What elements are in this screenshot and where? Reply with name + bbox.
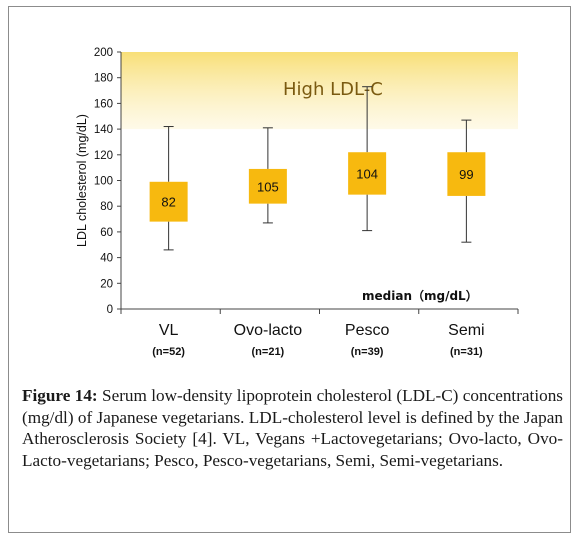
- iqr-box: [447, 152, 486, 196]
- sample-size-label: (n=39): [351, 346, 384, 358]
- category-label: Pesco: [345, 322, 390, 339]
- ldl-box-chart: High LDL-C 0 20 40 60 80 100 120 140 160 180 200 8…: [75, 47, 519, 358]
- median-value-label: 82: [161, 195, 175, 210]
- y-tick-label: 80: [100, 201, 113, 213]
- boxes: 82 VL (n=52) 105 Ovo-lacto (n=21) 104 Pesco (n=3…: [149, 86, 486, 358]
- figure-caption: Figure 14: Serum low-density lipoprotein…: [22, 385, 563, 471]
- category-label: Ovo-lacto: [234, 322, 303, 339]
- category-label: VL: [159, 322, 179, 339]
- high-ldl-label: High LDL-C: [283, 79, 383, 100]
- y-tick-label: 0: [107, 304, 113, 316]
- sample-size-label: (n=52): [152, 346, 185, 358]
- iqr-box: [348, 152, 387, 195]
- y-tick-label: 140: [94, 124, 113, 136]
- y-tick-label: 60: [100, 227, 113, 239]
- median-value-label: 104: [356, 166, 378, 181]
- y-tick-label: 100: [94, 176, 113, 188]
- y-tick-label: 20: [100, 278, 113, 290]
- sample-size-label: (n=31): [450, 346, 483, 358]
- y-axis-label: LDL cholesterol (mg/dL): [75, 114, 89, 247]
- category-label: Semi: [448, 322, 484, 339]
- y-tick-label: 40: [100, 253, 113, 265]
- median-note: median（mg/dL）: [362, 288, 478, 303]
- box-ovo-lacto: 105 Ovo-lacto (n=21): [234, 127, 303, 358]
- iqr-box: [149, 181, 188, 222]
- y-tick-label: 200: [94, 47, 113, 59]
- axes: 0 20 40 60 80 100 120 140 160 180 200: [94, 47, 519, 316]
- iqr-box: [248, 168, 287, 204]
- median-value-label: 105: [257, 179, 279, 194]
- sample-size-label: (n=21): [252, 346, 285, 358]
- box-semi: 99 Semi (n=31): [447, 119, 486, 358]
- y-tick-label: 180: [94, 73, 113, 85]
- caption-label: Figure 14:: [22, 386, 98, 405]
- high-ldl-band: [121, 52, 518, 130]
- box-pesco: 104 Pesco (n=39): [345, 86, 390, 358]
- caption-text: Serum low-density lipoprotein cholestero…: [22, 386, 563, 470]
- y-tick-label: 120: [94, 150, 113, 162]
- y-tick-label: 160: [94, 98, 113, 110]
- median-value-label: 99: [459, 167, 473, 182]
- box-vl: 82 VL (n=52): [149, 126, 188, 358]
